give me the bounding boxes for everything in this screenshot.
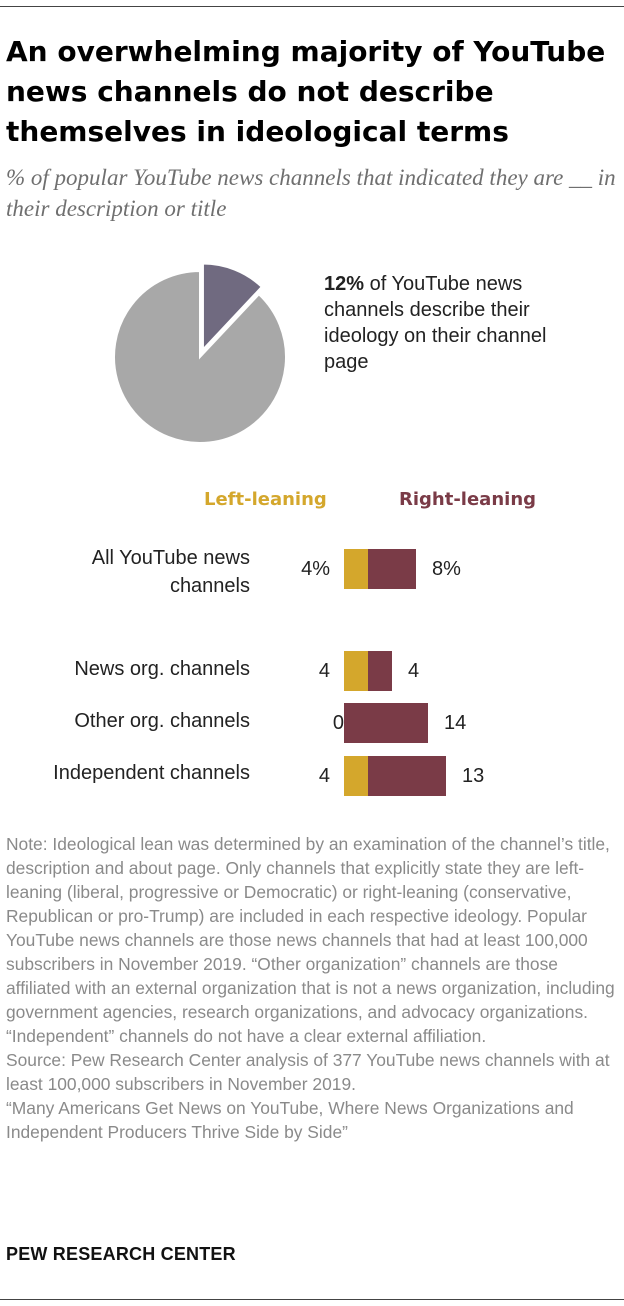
bar-right-leaning [368, 651, 392, 691]
bar-left-leaning [344, 756, 368, 796]
value-label-left: 4 [318, 660, 330, 682]
pie-callout: 12% of YouTube news channels describe th… [324, 271, 564, 375]
pie-slice-other [113, 269, 287, 444]
value-label-right: 13 [462, 765, 485, 787]
bar-right-leaning [344, 703, 428, 743]
value-label-right: 14 [444, 712, 467, 734]
legend-left-leaning: Left-leaning [204, 489, 327, 510]
pie-slice-ideology [201, 262, 264, 353]
chart-title: An overwhelming majority of YouTube news… [6, 35, 606, 148]
top-rule [0, 6, 624, 7]
pie-chart [113, 262, 287, 444]
legend-right-leaning: Right-leaning [399, 489, 537, 510]
pie-callout-value: 12% [324, 273, 365, 295]
brand-logo-text: PEW RESEARCH CENTER [6, 1244, 236, 1264]
category-label: All YouTube news channels [91, 547, 250, 597]
value-label-left: 0 [332, 712, 344, 734]
value-label-right: 4 [408, 660, 420, 682]
category-label: Other org. channels [74, 710, 250, 732]
chart-subtitle: % of popular YouTube news channels that … [6, 165, 616, 221]
bar-right-leaning [368, 756, 446, 796]
footnote: Note: Ideological lean was determined by… [6, 832, 618, 1144]
note-text: Note: Ideological lean was determined by… [6, 834, 615, 1046]
bar-left-leaning [344, 651, 368, 691]
source-text: Source: Pew Research Center analysis of … [6, 1050, 610, 1094]
value-label-right: 8% [432, 558, 461, 580]
category-label: News org. channels [74, 658, 250, 680]
bar-right-leaning [368, 549, 416, 589]
category-label: Independent channels [53, 762, 250, 784]
bar-left-leaning [344, 549, 368, 589]
value-label-left: 4 [318, 765, 330, 787]
report-title: “Many Americans Get News on YouTube, Whe… [6, 1098, 574, 1142]
value-label-left: 4% [301, 558, 330, 580]
pie-callout-text: of YouTube news channels describe their … [324, 273, 547, 373]
bottom-rule [0, 1299, 624, 1300]
